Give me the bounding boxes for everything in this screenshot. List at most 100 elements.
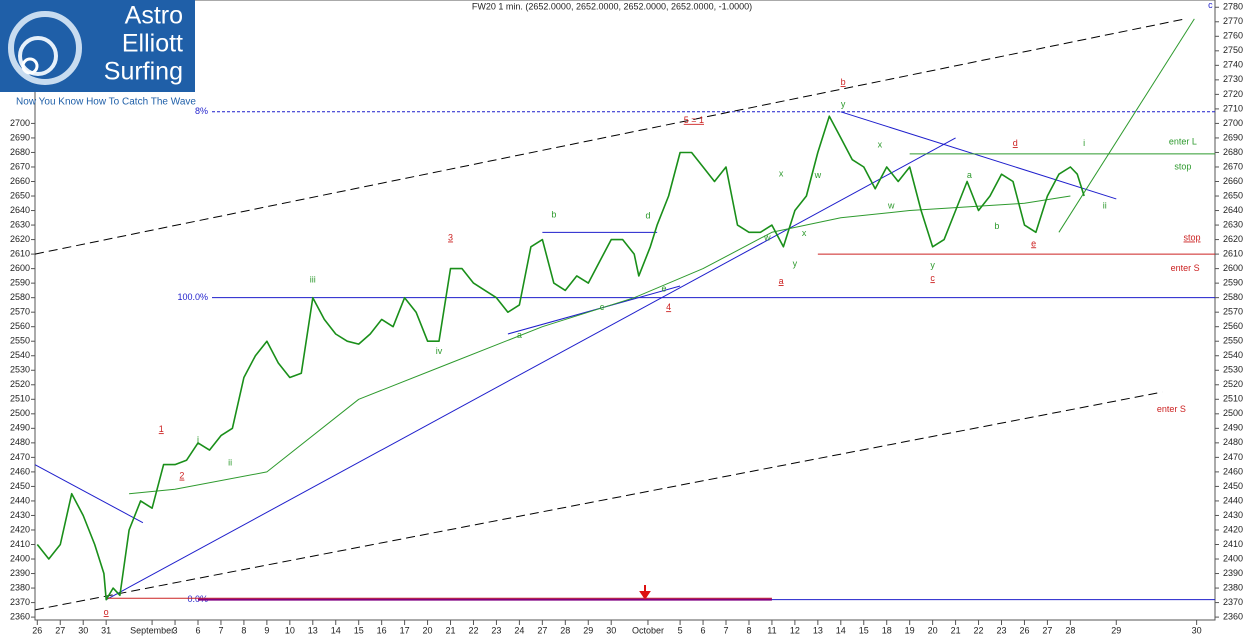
y-tick-label: 2580	[10, 292, 30, 302]
price-line	[36, 115, 1085, 601]
logo-text: Astro	[125, 2, 183, 30]
annotation: a	[779, 276, 784, 286]
trend-line	[34, 464, 144, 524]
annotation: stop	[1174, 161, 1191, 171]
y-tick-label: 2460	[10, 466, 30, 476]
y-tick-label: 2610	[10, 248, 30, 258]
logo-swirl	[8, 11, 82, 85]
annotation: ii	[228, 458, 232, 468]
x-tick-label: 6	[195, 625, 200, 635]
x-tick-label: September	[130, 625, 174, 635]
x-tick-label: 17	[400, 625, 410, 635]
y-tick-label: 2600	[1223, 263, 1243, 273]
x-tick-label: 23	[491, 625, 501, 635]
x-tick-label: 9	[264, 625, 269, 635]
down-arrow	[639, 585, 651, 600]
y-tick-label: 2370	[10, 597, 30, 607]
x-tick-label: 3	[173, 625, 178, 635]
y-tick-label: 2410	[10, 539, 30, 549]
y-tick-label: 2740	[1223, 60, 1243, 70]
y-tick-label: 2680	[10, 147, 30, 157]
x-tick-label: 21	[446, 625, 456, 635]
annotation: d	[645, 211, 650, 221]
annotation: c	[1208, 0, 1213, 10]
x-tick-label: 15	[859, 625, 869, 635]
x-tick-label: 12	[790, 625, 800, 635]
trend-line	[34, 391, 1163, 611]
x-tick-label: 23	[996, 625, 1006, 635]
y-tick-label: 2430	[10, 510, 30, 520]
y-tick-label: 2400	[1223, 553, 1243, 563]
level-label: 100.0%	[177, 292, 208, 302]
y-tick-label: 2660	[1223, 176, 1243, 186]
y-tick-label: 2550	[1223, 336, 1243, 346]
logo-text: Elliott	[122, 30, 183, 58]
x-tick-label: 6	[701, 625, 706, 635]
annotation: iii	[310, 275, 316, 285]
x-tick-label: 7	[724, 625, 729, 635]
annotation: b	[994, 221, 999, 231]
y-tick-label: 2580	[1223, 292, 1243, 302]
annotation: x	[878, 140, 883, 150]
x-tick-label: 18	[882, 625, 892, 635]
y-tick-label: 2660	[10, 176, 30, 186]
y-tick-label: 2570	[1223, 307, 1243, 317]
annotation: 2	[179, 471, 184, 481]
y-tick-label: 2380	[10, 582, 30, 592]
annotation: iv	[436, 346, 443, 356]
annotation: x	[802, 228, 807, 238]
x-tick-label: 7	[218, 625, 223, 635]
y-tick-label: 2630	[10, 219, 30, 229]
y-tick-label: 2780	[1223, 2, 1243, 12]
annotation: x	[779, 169, 784, 179]
y-tick-label: 2720	[1223, 89, 1243, 99]
logo-swirl	[18, 36, 58, 76]
y-tick-label: 2530	[1223, 365, 1243, 375]
annotation: 4	[666, 302, 671, 312]
x-tick-label: 20	[423, 625, 433, 635]
y-tick-label: 2750	[1223, 45, 1243, 55]
y-tick-label: 2710	[1223, 103, 1243, 113]
trend-line	[105, 137, 956, 601]
y-tick-label: 2390	[1223, 568, 1243, 578]
annotation: 5 = 1	[684, 115, 704, 125]
annotation: i	[1083, 138, 1085, 148]
x-tick-label: 27	[537, 625, 547, 635]
y-tick-label: 2610	[1223, 248, 1243, 258]
annotation: y	[930, 260, 935, 270]
y-tick-label: 2510	[1223, 394, 1243, 404]
annotation: w	[814, 170, 822, 180]
annotation: c	[930, 273, 935, 283]
x-tick-label: 22	[468, 625, 478, 635]
y-tick-label: 2570	[10, 307, 30, 317]
x-tick-label: 22	[974, 625, 984, 635]
y-tick-label: 2730	[1223, 74, 1243, 84]
annotation: b	[551, 209, 556, 219]
level-label: 0.0%	[187, 594, 208, 604]
annotation: 3	[448, 233, 453, 243]
x-tick-label: 10	[285, 625, 295, 635]
x-tick-label: 13	[308, 625, 318, 635]
annotation: 1	[159, 424, 164, 434]
y-tick-label: 2760	[1223, 31, 1243, 41]
annotation: a	[967, 170, 972, 180]
y-tick-label: 2700	[1223, 118, 1243, 128]
annotation: e	[1031, 238, 1036, 248]
x-tick-label: 28	[1065, 625, 1075, 635]
x-tick-label: 24	[514, 625, 524, 635]
chart-title: FW20 1 min. (2652.0000, 2652.0000, 2652.…	[472, 1, 752, 11]
y-tick-label: 2430	[1223, 510, 1243, 520]
moving-average	[129, 195, 1071, 495]
annotation: c	[600, 302, 605, 312]
y-tick-label: 2550	[10, 336, 30, 346]
annotation: enter S	[1171, 263, 1200, 273]
y-tick-label: 2650	[1223, 190, 1243, 200]
annotation: stop	[1184, 233, 1201, 243]
y-tick-label: 2590	[10, 278, 30, 288]
y-tick-label: 2640	[10, 205, 30, 215]
trend-line	[840, 111, 1117, 200]
logo-text: Surfing	[104, 58, 183, 86]
x-tick-label: 29	[583, 625, 593, 635]
y-tick-label: 2560	[10, 321, 30, 331]
